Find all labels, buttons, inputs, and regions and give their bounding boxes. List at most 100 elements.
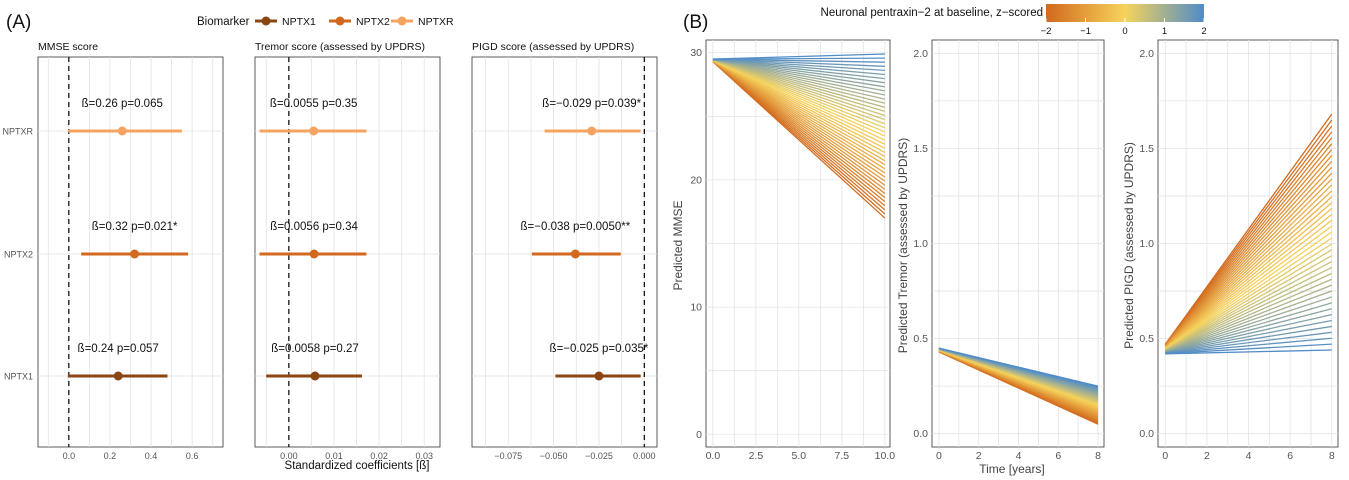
- trajectory-line: [1164, 184, 1333, 348]
- y-tick-label: 0.5: [1139, 333, 1154, 345]
- x-tick-label: 0: [1162, 450, 1168, 462]
- trajectory-line: [1165, 284, 1332, 352]
- trajectory-line: [1164, 260, 1333, 351]
- estimate-label-nptxr: ß=−0.029 p=0.039*: [542, 98, 641, 110]
- x-tick-label: 8: [1329, 450, 1335, 462]
- x-tick-label: 6: [1287, 450, 1293, 462]
- trajectory-line: [1164, 243, 1333, 351]
- colorbar-tick-label: 2: [1201, 26, 1206, 37]
- trajectory-line: [1164, 149, 1333, 347]
- trajectory-line: [1164, 119, 1333, 345]
- trajectory-line: [1164, 125, 1333, 346]
- trajectory-line: [712, 59, 886, 145]
- x-tick-label: 0.000: [633, 451, 656, 461]
- y-tick-label: 0: [696, 429, 702, 441]
- trajectory-line: [1164, 178, 1333, 348]
- colorbar-tick-label: 1: [1162, 26, 1167, 37]
- x-tick-label: −0.050: [540, 451, 568, 461]
- colorbar-tick-label: 0: [1122, 26, 1127, 37]
- trajectory-line: [712, 58, 885, 80]
- x-tick-label: 0.2: [104, 451, 117, 461]
- forest-panel-title: Tremor score (assessed by UPDRS): [255, 41, 425, 53]
- trajectory-line: [1165, 302, 1332, 353]
- trajectory-line: [1165, 325, 1332, 354]
- trajectory-line: [1164, 266, 1333, 352]
- trajectory-line: [1164, 143, 1333, 346]
- trajectory-line: [712, 59, 886, 133]
- estimate-point-nptx2: [309, 249, 319, 259]
- estimate-point-nptx2: [570, 249, 580, 259]
- trajectory-line: [1165, 313, 1332, 354]
- trajectory-line: [712, 58, 885, 63]
- legend-item-nptxr: NPTXR: [391, 16, 454, 28]
- trajectory-line: [1164, 225, 1333, 350]
- trajectory-line: [712, 59, 886, 117]
- y-tick-label: 10: [690, 302, 702, 314]
- trajectory-line: [712, 58, 885, 88]
- forest-panel-2: Tremor score (assessed by UPDRS) 0.00 0.01…: [254, 41, 441, 461]
- trajectory-line: [1164, 113, 1333, 345]
- trajectory-line: [1165, 349, 1332, 355]
- colorbar-gradient: [1046, 4, 1204, 22]
- forest-panel-title: MMSE score: [38, 41, 98, 53]
- x-tick-label: 2: [1204, 450, 1210, 462]
- y-tick-label: 2.0: [1139, 48, 1154, 60]
- trajectory-line: [712, 58, 885, 76]
- legend-label-nptx2: NPTX2: [356, 16, 390, 28]
- estimate-label-nptx1: ß=0.24 p=0.057: [78, 343, 159, 355]
- y-tick-label: 0.0: [913, 428, 928, 440]
- x-tick-label: 0: [936, 450, 942, 462]
- trajectory-line: [712, 58, 885, 84]
- x-tick-label: −0.075: [494, 451, 522, 461]
- trajectory-line: [1165, 296, 1332, 353]
- trajectory-line: [1164, 155, 1333, 347]
- plot-frame: [471, 56, 658, 448]
- y-tick-label: 1.5: [1139, 143, 1154, 155]
- trajectory-line: [712, 58, 885, 67]
- biomarker-legend: Biomarker NPTX1 NPTX2 NPTXR: [197, 16, 454, 28]
- legend-label-nptx1: NPTX1: [282, 16, 316, 28]
- estimate-point-nptxr: [309, 126, 319, 136]
- trajectory-panel-1: 0.0 2.5 5.0 7.5 10.0 0 10 20 30 Predicted MMSE: [671, 39, 895, 462]
- colorbar-legend: Neuronal pentraxin−2 at baseline, z−scor…: [821, 4, 1207, 37]
- colorbar-ticks: −2 −1 0 1 2: [1041, 18, 1207, 37]
- x-tick-label: 0.01: [325, 451, 343, 461]
- estimate-label-nptxr: ß=0.26 p=0.065: [82, 98, 163, 110]
- trajectory-line: [712, 57, 885, 60]
- forest-panel-1: MMSE score 0.0 0.2 0.4 0.6 ß=0.26 p=0.065 ß=0.…: [37, 41, 224, 461]
- legend-item-nptx2: NPTX2: [329, 16, 390, 28]
- trajectory-line: [712, 59, 886, 129]
- colorbar-title: Neuronal pentraxin−2 at baseline, z−scor…: [821, 7, 1043, 19]
- trajectory-line: [712, 59, 886, 125]
- x-tick-label: −0.025: [585, 451, 613, 461]
- forest-panel-3: PIGD score (assessed by UPDRS) −0.075 −0.0…: [471, 41, 658, 461]
- y-category-label-nptxr: NPTXR: [2, 127, 33, 137]
- y-tick-label: 30: [690, 47, 702, 59]
- trajectory-line: [1164, 213, 1333, 349]
- estimate-label-nptx2: ß=0.32 p=0.021*: [92, 221, 178, 233]
- y-tick-label: 2.0: [913, 48, 928, 60]
- panel-a-tag: (A): [6, 12, 31, 33]
- x-tick-label: 2: [976, 450, 982, 462]
- y-category-label-nptx1: NPTX1: [4, 372, 33, 382]
- trajectory-line: [1165, 337, 1332, 354]
- estimate-label-nptx1: ß=0.0058 p=0.27: [271, 343, 359, 355]
- trajectory-line: [1164, 137, 1333, 346]
- y-tick-label: 1.0: [913, 238, 928, 250]
- trajectory-line: [1165, 308, 1332, 353]
- x-tick-label: 7.5: [835, 450, 850, 462]
- trajectory-line: [712, 59, 885, 100]
- trajectory-line: [712, 58, 885, 72]
- legend-swatch-nptx1-dot: [261, 16, 271, 26]
- legend-swatch-nptx2-dot: [335, 16, 345, 26]
- estimate-label-nptx2: ß=0.0056 p=0.34: [270, 221, 358, 233]
- trajectory-line: [1164, 166, 1333, 347]
- charts: MMSE score 0.0 0.2 0.4 0.6 ß=0.26 p=0.065 ß=0.…: [2, 39, 1339, 462]
- estimate-point-nptx1: [310, 371, 320, 381]
- trajectory-line: [1164, 208, 1333, 349]
- y-tick-label: 0.5: [913, 333, 928, 345]
- legend-item-nptx1: NPTX1: [255, 16, 316, 28]
- y-tick-label: 0.0: [1139, 428, 1154, 440]
- y-tick-label: 1.0: [1139, 238, 1154, 250]
